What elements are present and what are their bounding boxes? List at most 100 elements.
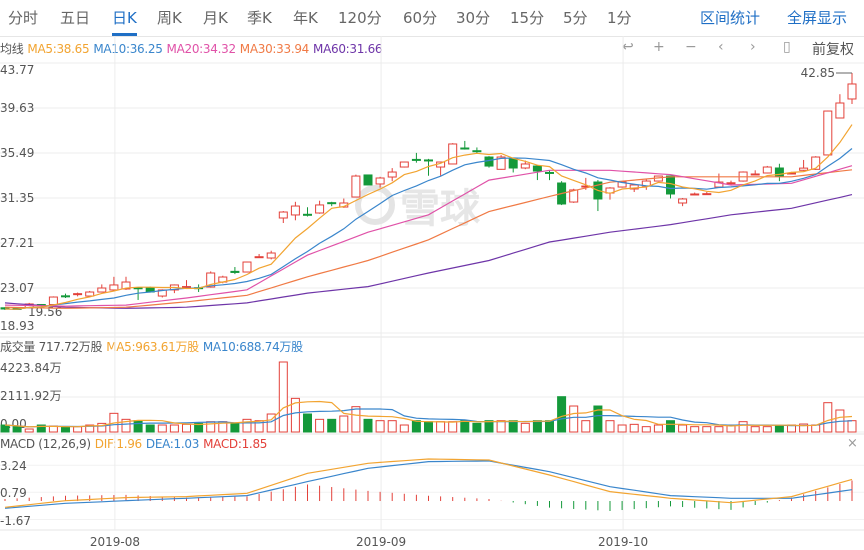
- price-tick-label: 23.07: [0, 281, 34, 295]
- candle-body: [424, 159, 433, 162]
- candle: [315, 200, 325, 214]
- chevron-left-icon[interactable]: ‹: [718, 39, 724, 55]
- tab-6[interactable]: 年K: [293, 9, 318, 27]
- price-adjust-dropdown[interactable]: 前复权: [812, 42, 854, 58]
- volume-tick-label: 2111.92万: [0, 389, 62, 403]
- candle-body: [448, 143, 458, 165]
- tab-8[interactable]: 60分: [403, 9, 438, 27]
- macd-dif: DIF:1.96: [94, 437, 142, 451]
- candle: [666, 175, 675, 199]
- ma5-line: [4, 124, 853, 310]
- candle-type-icon[interactable]: ▯: [783, 39, 791, 55]
- range-stats-button[interactable]: 区间统计: [700, 9, 761, 27]
- candle-body: [690, 193, 700, 196]
- candle: [762, 165, 772, 174]
- volume-bar: [823, 402, 833, 433]
- tab-5[interactable]: 季K: [247, 9, 272, 27]
- tab-1[interactable]: 五日: [60, 9, 91, 27]
- tab-3[interactable]: 周K: [157, 9, 182, 27]
- chevron-right-icon[interactable]: ›: [750, 39, 756, 55]
- candle-body: [61, 295, 70, 298]
- candle: [303, 207, 312, 217]
- volume-bar: [714, 426, 724, 433]
- candle-body: [762, 166, 772, 174]
- zoom-out-icon[interactable]: −: [685, 39, 697, 55]
- tab-4[interactable]: 月K: [203, 9, 228, 27]
- tab-10[interactable]: 15分: [510, 9, 545, 27]
- macd-tick-label: 3.24: [0, 459, 27, 473]
- candle-body: [73, 293, 83, 296]
- tab-11[interactable]: 5分: [563, 9, 588, 27]
- candle-body: [496, 156, 506, 170]
- volume-bar: [61, 426, 70, 433]
- ma-legend-title: 均线: [0, 42, 24, 56]
- volume-bar: [121, 418, 131, 433]
- fullscreen-button[interactable]: 全屏显示: [787, 9, 848, 27]
- candle-body: [545, 171, 554, 174]
- ma5-value: MA5:38.65: [27, 42, 90, 56]
- volume-bar: [545, 420, 554, 433]
- candle-body: [702, 193, 712, 196]
- tab-2[interactable]: 日K: [112, 9, 137, 36]
- price-tick-label: 18.93: [0, 319, 34, 333]
- candle-body: [799, 167, 809, 171]
- volume-bar: [738, 421, 748, 433]
- volume-bar: [375, 420, 385, 433]
- macd-dea: DEA:1.03: [145, 437, 200, 451]
- volume-bar: [641, 426, 651, 433]
- candle-body: [569, 189, 579, 203]
- close-macd-icon[interactable]: ×: [847, 436, 858, 451]
- candle: [73, 292, 83, 297]
- volume-ma10: MA10:688.74万股: [202, 340, 303, 354]
- volume-bar: [847, 420, 857, 433]
- candle: [508, 158, 518, 173]
- volume-bar: [678, 424, 688, 433]
- candle-body: [315, 204, 325, 214]
- volume-bar: [762, 426, 772, 433]
- volume-bar: [327, 418, 337, 433]
- ma20-line: [4, 165, 853, 307]
- candle-body: [109, 284, 119, 291]
- volume-bar: [569, 405, 579, 433]
- candle: [799, 159, 809, 171]
- volume-bar: [182, 423, 191, 433]
- candle-body: [666, 175, 675, 195]
- watermark-text: 雪球: [400, 186, 481, 232]
- volume-bar: [242, 418, 252, 433]
- undo-icon[interactable]: ↩: [622, 39, 634, 55]
- tab-0[interactable]: 分时: [8, 9, 39, 27]
- candle-body: [290, 205, 300, 216]
- volume-bar: [484, 420, 494, 433]
- candle-body: [242, 261, 252, 273]
- volume-bar: [73, 426, 83, 433]
- ma10-line: [4, 148, 853, 310]
- volume-bar: [230, 422, 240, 433]
- volume-ma5-line: [4, 400, 853, 428]
- volume-bar: [85, 424, 95, 433]
- volume-bar: [629, 423, 639, 433]
- volume-bar: [605, 420, 615, 433]
- volume-bar: [799, 423, 809, 433]
- price-tick-label: 39.63: [0, 101, 34, 115]
- candle-body: [847, 83, 857, 100]
- zoom-in-icon[interactable]: +: [653, 39, 665, 55]
- candle: [641, 178, 651, 190]
- candle-body: [230, 270, 240, 273]
- tab-12[interactable]: 1分: [607, 9, 632, 27]
- tab-9[interactable]: 30分: [456, 9, 491, 27]
- price-tick-label: 35.49: [0, 146, 34, 160]
- volume-bar: [617, 424, 627, 433]
- candle: [399, 161, 409, 168]
- candle: [835, 94, 845, 119]
- volume-bar: [194, 422, 204, 433]
- x-tick-label: 2019-10: [598, 535, 648, 549]
- volume-bar: [557, 396, 567, 433]
- price-tick-label: 27.21: [0, 236, 34, 250]
- candle: [774, 163, 784, 182]
- volume-bar: [290, 397, 300, 433]
- ma-legend: 均线 MA5:38.65 MA10:36.25 MA20:34.32 MA30:33.9…: [0, 40, 386, 57]
- tab-7[interactable]: 120分: [338, 9, 382, 27]
- candle: [690, 192, 700, 196]
- candle: [823, 110, 833, 156]
